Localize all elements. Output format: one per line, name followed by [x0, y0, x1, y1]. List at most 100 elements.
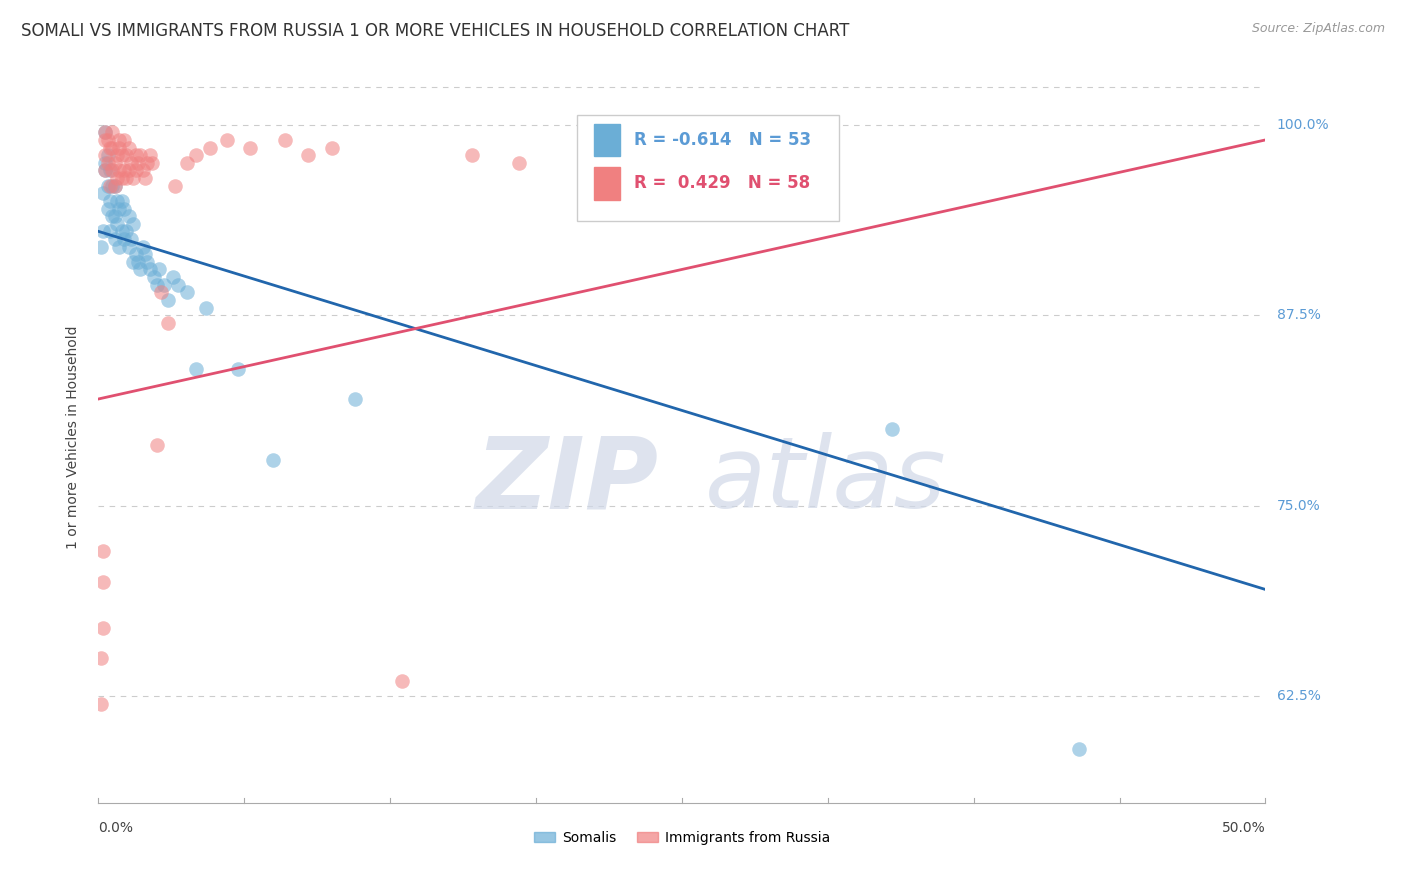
Point: [391, 673, 413, 688]
Point: [143, 270, 166, 285]
Point: [132, 163, 155, 178]
Point: [94, 163, 117, 178]
Point: [91, 574, 114, 589]
Point: [146, 277, 169, 292]
Point: [101, 163, 124, 178]
Text: 0.0%: 0.0%: [98, 822, 134, 835]
Point: [118, 163, 141, 178]
Point: [146, 438, 169, 452]
Text: 62.5%: 62.5%: [1277, 690, 1320, 703]
Point: [104, 209, 127, 223]
Point: [118, 239, 141, 253]
Point: [880, 422, 903, 436]
Point: [94, 163, 117, 178]
Point: [105, 217, 128, 231]
Point: [111, 224, 134, 238]
Text: Source: ZipAtlas.com: Source: ZipAtlas.com: [1251, 22, 1385, 36]
Text: atlas: atlas: [706, 433, 946, 530]
Point: [297, 148, 319, 162]
Text: SOMALI VS IMMIGRANTS FROM RUSSIA 1 OR MORE VEHICLES IN HOUSEHOLD CORRELATION CHA: SOMALI VS IMMIGRANTS FROM RUSSIA 1 OR MO…: [21, 22, 849, 40]
Point: [136, 255, 159, 269]
Point: [122, 217, 145, 231]
FancyBboxPatch shape: [595, 167, 620, 200]
Point: [108, 239, 131, 253]
Point: [200, 140, 222, 154]
Point: [115, 148, 138, 162]
Point: [91, 621, 114, 635]
Text: 100.0%: 100.0%: [1277, 118, 1329, 132]
Text: R =  0.429   N = 58: R = 0.429 N = 58: [634, 175, 810, 193]
Point: [105, 171, 128, 186]
Point: [600, 148, 623, 162]
Text: ZIP: ZIP: [475, 433, 658, 530]
Point: [90, 239, 112, 253]
Point: [98, 178, 121, 193]
Point: [228, 361, 250, 376]
Point: [122, 171, 145, 186]
Point: [108, 163, 131, 178]
Point: [132, 239, 155, 253]
Point: [112, 133, 135, 147]
Point: [97, 202, 120, 216]
Point: [127, 155, 149, 169]
Point: [157, 316, 180, 330]
Y-axis label: 1 or more Vehicles in Household: 1 or more Vehicles in Household: [66, 326, 80, 549]
Point: [215, 133, 238, 147]
FancyBboxPatch shape: [576, 115, 839, 221]
Point: [186, 361, 208, 376]
Point: [508, 155, 530, 169]
Point: [101, 178, 124, 193]
Point: [152, 277, 174, 292]
Point: [157, 293, 180, 307]
Point: [112, 202, 135, 216]
Point: [97, 178, 120, 193]
Point: [115, 171, 138, 186]
Point: [127, 255, 149, 269]
Point: [120, 232, 142, 246]
Point: [94, 125, 117, 139]
Point: [166, 277, 188, 292]
Point: [98, 194, 121, 208]
Point: [125, 148, 148, 162]
Point: [101, 209, 124, 223]
Point: [1067, 742, 1090, 756]
Point: [91, 186, 114, 201]
Point: [108, 133, 131, 147]
Point: [105, 148, 128, 162]
Point: [90, 697, 112, 711]
Point: [262, 453, 284, 467]
Point: [105, 194, 128, 208]
Point: [139, 148, 162, 162]
Point: [122, 255, 145, 269]
Point: [129, 262, 152, 277]
Point: [141, 155, 163, 169]
Point: [94, 133, 117, 147]
Text: R = -0.614   N = 53: R = -0.614 N = 53: [634, 131, 811, 149]
Point: [239, 140, 262, 154]
Point: [344, 392, 367, 406]
Point: [186, 148, 208, 162]
Point: [98, 140, 121, 154]
Point: [98, 163, 121, 178]
Point: [176, 155, 198, 169]
Point: [162, 270, 184, 285]
Point: [111, 171, 134, 186]
Point: [97, 148, 120, 162]
Point: [461, 148, 484, 162]
Point: [94, 155, 117, 169]
Point: [91, 544, 114, 558]
FancyBboxPatch shape: [595, 123, 620, 156]
Point: [139, 262, 162, 277]
Point: [112, 163, 135, 178]
Point: [108, 202, 131, 216]
Point: [104, 178, 127, 193]
Point: [101, 125, 124, 139]
Point: [104, 178, 127, 193]
Point: [94, 125, 117, 139]
Point: [112, 232, 135, 246]
Point: [125, 163, 148, 178]
Point: [136, 155, 159, 169]
Point: [129, 148, 152, 162]
Text: 87.5%: 87.5%: [1277, 308, 1320, 322]
Text: 75.0%: 75.0%: [1277, 499, 1320, 513]
